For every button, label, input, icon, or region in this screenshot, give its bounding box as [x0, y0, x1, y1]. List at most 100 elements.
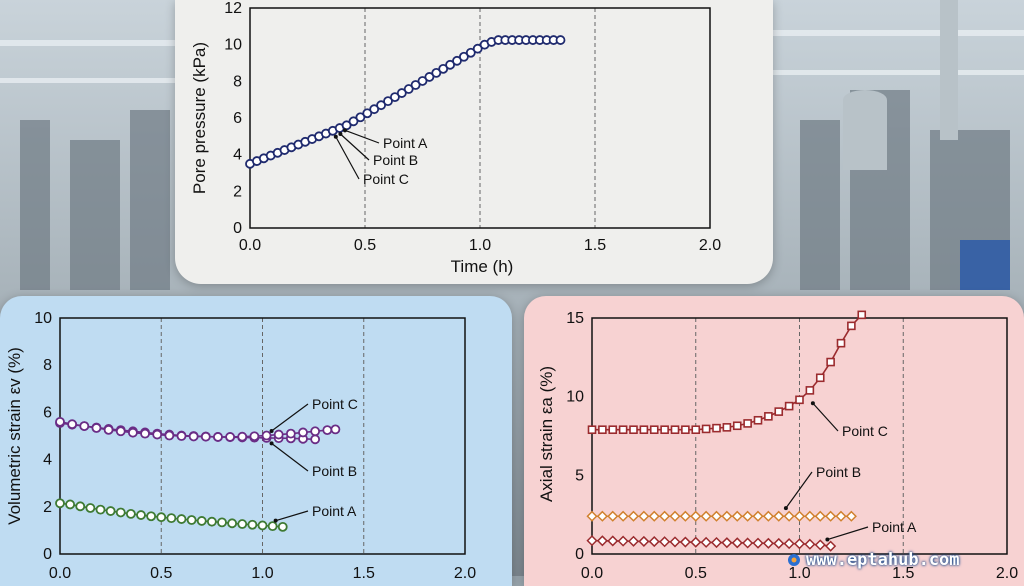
data-point — [836, 338, 846, 348]
data-point — [690, 536, 702, 548]
data-point — [815, 373, 825, 383]
annotation-label: Point C — [363, 171, 409, 187]
y-tick-label: 6 — [43, 404, 52, 421]
y-tick-label: 0 — [233, 220, 242, 237]
data-point — [627, 535, 640, 547]
x-tick-label: 1.0 — [251, 565, 273, 582]
data-point — [783, 510, 795, 522]
data-point — [681, 425, 690, 435]
data-point — [847, 321, 856, 331]
data-point — [424, 72, 435, 82]
data-point — [639, 425, 649, 435]
y-tick-label: 12 — [224, 0, 242, 17]
data-point — [660, 425, 669, 435]
data-point — [125, 508, 136, 519]
annotation-arrow-head — [825, 537, 830, 542]
x-tick-label: 0.0 — [581, 565, 603, 582]
data-point — [617, 535, 629, 547]
y-tick-label: 10 — [34, 310, 52, 327]
data-point — [257, 520, 268, 531]
data-point — [261, 430, 272, 441]
data-point — [721, 510, 733, 522]
x-axis-label: Time (h) — [451, 257, 514, 276]
data-point — [712, 423, 721, 433]
data-point — [627, 510, 640, 522]
data-point — [55, 416, 65, 427]
x-tick-label: 0.0 — [49, 565, 71, 582]
data-point — [731, 510, 743, 522]
data-point — [607, 510, 619, 522]
data-point — [79, 421, 90, 431]
pore-pressure-chart-panel: 0.0 0.5 1.0 1.5 2.0 0 2 4 6 8 10 12 Point A Point B P… — [175, 0, 773, 284]
data-point — [237, 519, 248, 529]
annotation-arrow — [812, 402, 839, 432]
annotation-arrow — [827, 526, 869, 541]
annotation-arrow-head — [269, 429, 274, 433]
data-point — [795, 395, 804, 405]
data-point — [227, 518, 238, 529]
y-tick-label: 4 — [233, 147, 242, 164]
data-point — [55, 498, 65, 509]
watermark-text: www.eptahub.com — [806, 550, 960, 570]
data-point — [285, 428, 296, 439]
data-point — [465, 47, 476, 58]
data-point — [369, 104, 380, 115]
data-point — [835, 510, 847, 522]
data-point — [731, 537, 743, 549]
x-tick-label: 2.0 — [699, 237, 721, 254]
data-point — [669, 536, 681, 548]
data-point — [586, 535, 598, 547]
data-point — [237, 431, 248, 442]
data-point — [773, 510, 785, 522]
data-point — [742, 510, 754, 522]
volumetric-strain-chart-panel: 0.0 0.5 1.0 1.5 2.0 0 2 4 6 8 10 Point C Point B Poi… — [0, 296, 512, 586]
data-point — [814, 539, 826, 551]
data-point — [825, 510, 837, 522]
data-point — [383, 96, 393, 107]
data-point — [722, 423, 732, 432]
data-point — [115, 426, 126, 437]
data-point — [804, 510, 816, 522]
x-tick-label: 2.0 — [454, 565, 476, 582]
data-point — [206, 516, 217, 527]
annotation-label: Point B — [312, 463, 357, 479]
data-point — [617, 510, 629, 522]
y-tick-label: 2 — [233, 183, 242, 200]
annotation-arrow — [339, 133, 370, 161]
data-point — [140, 428, 150, 439]
data-point — [700, 510, 712, 522]
x-tick-label: 1.5 — [353, 565, 375, 582]
data-point — [127, 427, 138, 438]
data-point — [700, 536, 712, 548]
data-point — [310, 426, 321, 437]
y-tick-label: 8 — [233, 73, 242, 90]
data-point — [659, 510, 671, 522]
x-tick-label: 1.0 — [469, 237, 491, 254]
data-point — [764, 412, 773, 421]
data-point — [438, 63, 449, 74]
watermark: www.eptahub.com — [786, 548, 960, 572]
data-point — [598, 425, 607, 435]
data-point — [249, 431, 260, 442]
eptahub-logo-icon — [788, 554, 800, 566]
annotation-arrow-head — [783, 506, 788, 511]
data-point — [389, 92, 400, 102]
data-point — [596, 535, 608, 547]
data-point — [310, 434, 321, 445]
data-point — [679, 510, 691, 522]
data-point — [186, 515, 197, 525]
data-point — [721, 537, 733, 549]
axial-strain-chart-panel: 0.0 0.5 1.0 1.5 2.0 0 5 10 15 Point C Point B Poin… — [524, 296, 1024, 586]
data-point — [376, 100, 387, 111]
data-point — [188, 431, 199, 442]
data-point — [752, 537, 764, 549]
data-point — [91, 423, 102, 433]
data-point — [95, 504, 106, 515]
data-point — [752, 510, 764, 522]
annotation-label: Point C — [842, 423, 888, 439]
data-point — [164, 430, 175, 441]
y-tick-label: 2 — [43, 499, 52, 516]
data-point — [65, 499, 76, 510]
x-tick-label: 0.5 — [150, 565, 172, 582]
